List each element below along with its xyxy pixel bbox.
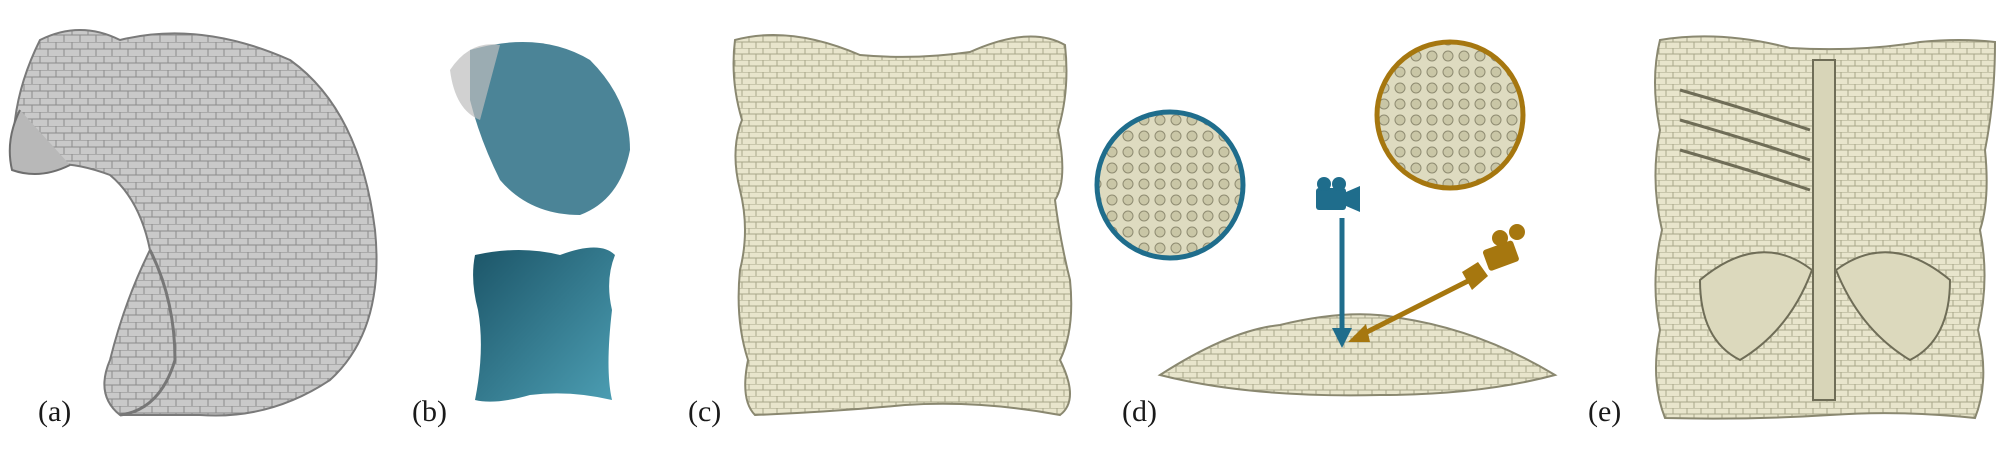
panel-label-d: (d) <box>1122 395 1157 428</box>
panel-a-armadillo <box>8 29 378 417</box>
panel-c-flattened-texture <box>732 34 1073 417</box>
closeup-blue <box>1094 109 1246 261</box>
camera-icon-gold <box>1462 224 1525 290</box>
panel-e-inner-side <box>1654 35 1997 420</box>
camera-icon-blue <box>1316 177 1360 212</box>
panel-label-e: (e) <box>1588 395 1622 428</box>
closeup-gold <box>1374 39 1526 191</box>
panel-b-segmentation <box>450 42 630 402</box>
panel-label-c: (c) <box>688 395 722 428</box>
panel-label-b: (b) <box>412 395 447 428</box>
panel-d-surface-view <box>1094 39 1558 397</box>
panel-label-a: (a) <box>38 395 72 428</box>
